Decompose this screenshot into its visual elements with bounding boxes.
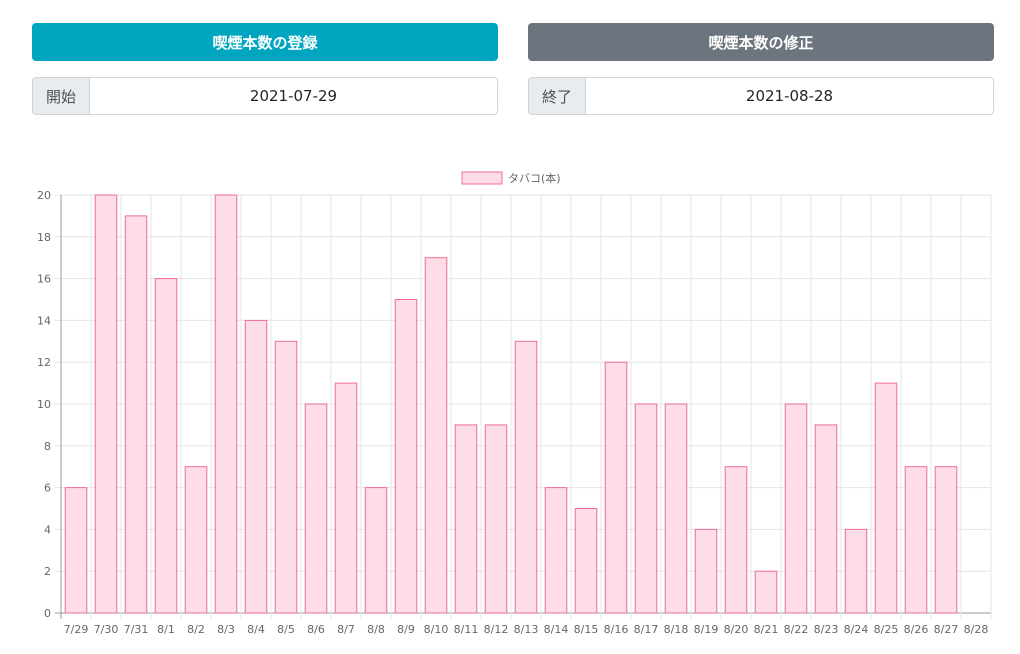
x-tick-label: 8/4 bbox=[247, 623, 265, 636]
bar[interactable] bbox=[664, 403, 688, 614]
x-tick-label: 8/24 bbox=[844, 623, 869, 636]
y-tick-label: 16 bbox=[37, 273, 51, 286]
bar[interactable] bbox=[754, 570, 778, 614]
bar[interactable] bbox=[334, 382, 358, 614]
bar[interactable] bbox=[724, 466, 748, 614]
x-tick-label: 8/19 bbox=[694, 623, 719, 636]
x-tick-label: 8/17 bbox=[634, 623, 659, 636]
bar[interactable] bbox=[154, 278, 178, 614]
bar[interactable] bbox=[94, 194, 118, 614]
y-tick-label: 20 bbox=[37, 189, 51, 202]
start-date-input[interactable] bbox=[89, 77, 498, 115]
bar[interactable] bbox=[424, 257, 448, 614]
chart-legend: タバコ(本) bbox=[461, 171, 561, 185]
x-tick-label: 8/22 bbox=[784, 623, 809, 636]
bar[interactable] bbox=[214, 194, 238, 614]
end-date-input[interactable] bbox=[585, 77, 994, 115]
y-tick-label: 14 bbox=[37, 314, 51, 327]
bar[interactable] bbox=[304, 403, 328, 614]
bar[interactable] bbox=[574, 508, 598, 614]
x-tick-label: 8/20 bbox=[724, 623, 749, 636]
bar[interactable] bbox=[934, 466, 958, 614]
x-tick-label: 8/28 bbox=[964, 623, 989, 636]
x-tick-label: 8/11 bbox=[454, 623, 479, 636]
x-tick-label: 8/21 bbox=[754, 623, 779, 636]
chart-bars bbox=[64, 194, 958, 614]
bar[interactable] bbox=[844, 528, 868, 614]
bar[interactable] bbox=[514, 340, 538, 614]
bar[interactable] bbox=[814, 424, 838, 614]
y-tick-label: 8 bbox=[44, 440, 51, 453]
x-tick-label: 8/2 bbox=[187, 623, 205, 636]
y-tick-label: 4 bbox=[44, 523, 51, 536]
register-button[interactable]: 喫煙本数の登録 bbox=[32, 23, 498, 61]
bar[interactable] bbox=[484, 424, 508, 614]
bar[interactable] bbox=[874, 382, 898, 614]
x-tick-label: 8/27 bbox=[934, 623, 959, 636]
x-tick-label: 8/26 bbox=[904, 623, 929, 636]
x-tick-label: 8/7 bbox=[337, 623, 355, 636]
bar[interactable] bbox=[904, 466, 928, 614]
x-tick-label: 8/9 bbox=[397, 623, 415, 636]
x-tick-label: 8/23 bbox=[814, 623, 839, 636]
end-date-group: 終了 bbox=[528, 77, 994, 115]
bar[interactable] bbox=[244, 319, 268, 614]
x-tick-label: 8/13 bbox=[514, 623, 539, 636]
chart-grid bbox=[55, 194, 992, 619]
bar[interactable] bbox=[64, 487, 88, 614]
start-date-label: 開始 bbox=[32, 77, 89, 115]
x-tick-label: 8/12 bbox=[484, 623, 509, 636]
chart-y-axis: 0 2 4 6 8 10 12 14 16 18 20 bbox=[37, 189, 51, 620]
x-tick-label: 7/30 bbox=[94, 623, 119, 636]
x-tick-label: 8/14 bbox=[544, 623, 569, 636]
y-tick-label: 12 bbox=[37, 356, 51, 369]
x-tick-label: 8/25 bbox=[874, 623, 899, 636]
x-tick-label: 8/8 bbox=[367, 623, 385, 636]
x-tick-label: 8/6 bbox=[307, 623, 325, 636]
x-tick-label: 7/29 bbox=[64, 623, 89, 636]
legend-label[interactable]: タバコ(本) bbox=[508, 171, 561, 185]
bar[interactable] bbox=[124, 215, 148, 614]
bar[interactable] bbox=[184, 466, 208, 614]
bar[interactable] bbox=[784, 403, 808, 614]
y-tick-label: 0 bbox=[44, 607, 51, 620]
x-tick-label: 8/3 bbox=[217, 623, 235, 636]
bar[interactable] bbox=[454, 424, 478, 614]
legend-swatch[interactable] bbox=[461, 171, 503, 185]
x-tick-label: 8/15 bbox=[574, 623, 599, 636]
y-tick-label: 10 bbox=[37, 398, 51, 411]
bar[interactable] bbox=[604, 361, 628, 614]
y-tick-label: 2 bbox=[44, 565, 51, 578]
y-tick-label: 6 bbox=[44, 482, 51, 495]
bar[interactable] bbox=[634, 403, 658, 614]
x-tick-label: 8/16 bbox=[604, 623, 629, 636]
x-tick-label: 8/18 bbox=[664, 623, 689, 636]
smoking-bar-chart: 0 2 4 6 8 10 12 14 16 18 20 7/29 7/30 7/31 8/1 8/2 8/3 8… bbox=[37, 171, 992, 636]
bar[interactable] bbox=[694, 528, 718, 614]
x-tick-label: 8/10 bbox=[424, 623, 449, 636]
edit-button[interactable]: 喫煙本数の修正 bbox=[528, 23, 994, 61]
start-date-group: 開始 bbox=[32, 77, 498, 115]
x-tick-label: 7/31 bbox=[124, 623, 149, 636]
bar[interactable] bbox=[394, 299, 418, 614]
bar[interactable] bbox=[274, 340, 298, 614]
bar[interactable] bbox=[364, 487, 388, 614]
bar[interactable] bbox=[544, 487, 568, 614]
y-tick-label: 18 bbox=[37, 231, 51, 244]
x-tick-label: 8/5 bbox=[277, 623, 295, 636]
x-tick-label: 8/1 bbox=[157, 623, 175, 636]
end-date-label: 終了 bbox=[528, 77, 585, 115]
chart-x-axis: 7/29 7/30 7/31 8/1 8/2 8/3 8/4 8/5 8/6 8/7 8/8 8/9 8… bbox=[64, 623, 989, 636]
